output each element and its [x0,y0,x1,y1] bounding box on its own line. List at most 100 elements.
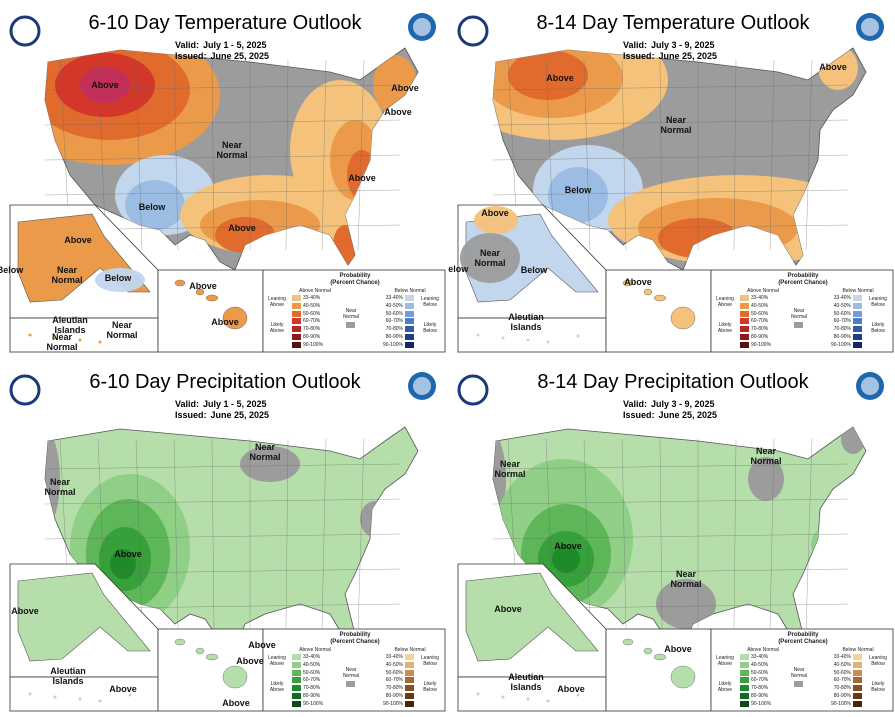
state-line [492,154,849,161]
noaa-logo-inner [861,377,879,395]
state-line [285,59,289,251]
above-swatch [292,326,301,333]
island [546,699,550,703]
probability-area [125,180,185,230]
noaa-logo-inner [861,18,879,36]
island [546,340,550,344]
above-range: 70-80% [751,326,769,333]
below-swatch [853,685,862,692]
region-label: Above [211,317,239,327]
above-swatch [740,693,749,699]
below-range: 40-50% [833,661,851,668]
region-label: Near Normal [106,320,138,340]
state-line [659,438,663,630]
below-swatch [405,310,414,317]
legend-below-header: Below Normal [394,647,426,653]
below-range: 80-90% [385,334,403,340]
above-range: 70-80% [303,326,321,333]
above-range: 80-90% [303,334,321,340]
below-swatch [405,654,414,660]
above-swatch [740,302,749,309]
state-line [173,59,179,251]
near-normal-swatch [794,322,803,328]
legend-subtitle: (Percent Chance) [330,280,380,286]
above-range: 90-100% [751,700,772,707]
outlook-panel: 6-10 Day Temperature Outlook Valid: July 1… [0,0,447,358]
hawaii-island [622,279,634,287]
island [53,336,57,340]
state-line [44,119,401,126]
state-line [733,59,737,251]
below-swatch [853,334,862,340]
below-swatch [405,677,414,684]
hawaii-island [205,294,219,302]
above-swatch [292,318,301,325]
state-line [492,498,849,505]
below-swatch [405,295,414,301]
above-swatch [740,661,749,668]
below-range: 60-70% [833,677,851,684]
state-line [321,438,327,630]
state-line [211,438,215,630]
below-range: 50-60% [833,310,851,317]
above-range: 33-40% [751,295,769,301]
above-swatch [292,685,301,692]
below-range: 90-100% [382,341,403,348]
above-swatch [292,334,301,340]
region-label: Above [546,73,574,83]
state-line [583,59,591,251]
above-swatch [292,310,301,317]
legend-above-header: Above Normal [299,647,331,653]
state-line [621,438,627,630]
below-range: 70-80% [833,326,851,333]
issued-date: June 25, 2025 [210,410,270,420]
title: 8-14 Day Temperature Outlook [536,12,810,34]
above-range: 70-80% [303,685,321,692]
below-range: 33-40% [385,295,403,301]
below-range: 40-50% [833,302,851,309]
map [457,13,894,353]
above-swatch [740,318,749,325]
above-swatch [292,677,301,684]
above-swatch [740,334,749,340]
above-range: 60-70% [751,677,769,684]
near-normal-swatch [346,681,355,687]
island [476,692,480,696]
legend-likely-above: Likely Above [717,322,733,334]
below-swatch [405,661,414,668]
legend-title: Probability [339,273,371,279]
above-range: 40-50% [303,661,321,668]
map [9,372,446,712]
state-line [659,59,663,251]
island [526,338,530,342]
valid-line: Valid: July 3 - 9, 2025 [623,40,715,50]
below-range: 50-60% [385,669,403,676]
region-label: Above [554,541,582,551]
probability-area [508,50,588,100]
state-line [769,59,775,251]
region-label: Above [91,80,119,90]
legend-below-header: Below Normal [842,288,874,294]
above-range: 40-50% [303,302,321,309]
island [98,340,102,344]
issued-line: Issued: June 25, 2025 [623,410,717,420]
above-swatch [740,669,749,676]
legend-leaning-above: Leaning Above [716,296,734,308]
valid-label: Valid: [175,399,200,409]
below-range: 60-70% [833,318,851,325]
state-line [44,84,401,91]
state-line [285,438,289,630]
region-label: Below [0,265,24,275]
state-line [44,498,401,505]
above-swatch [740,700,749,707]
above-range: 60-70% [303,318,321,325]
legend-near-normal: Near Normal [790,308,808,320]
region-label: Near Normal [51,265,83,285]
region-label: Near Normal [474,248,506,268]
below-range: 90-100% [382,700,403,707]
state-line [44,463,401,470]
above-range: 33-40% [303,295,321,301]
below-range: 33-40% [385,654,403,660]
below-range: 40-50% [385,302,403,309]
